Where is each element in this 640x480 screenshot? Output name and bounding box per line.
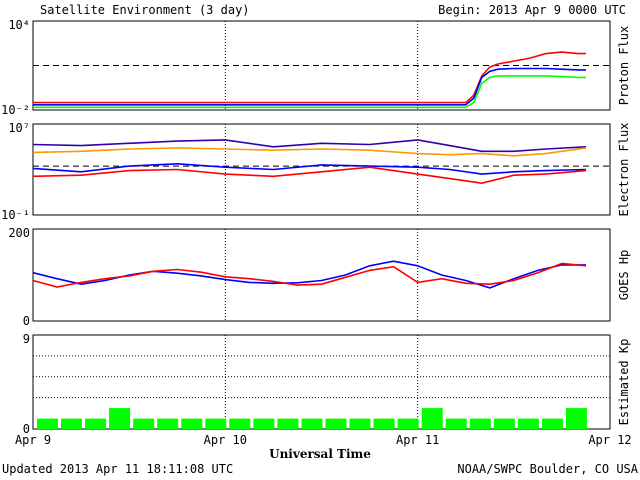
y-tick-label: 10⁷ bbox=[8, 121, 30, 135]
y-tick-label: 200 bbox=[8, 226, 30, 240]
y-axis-label: Electron Flux bbox=[617, 123, 631, 217]
kp-bar bbox=[61, 418, 82, 429]
kp-bar bbox=[157, 418, 179, 429]
kp-bar bbox=[373, 418, 395, 429]
series-line-red bbox=[32, 166, 587, 185]
y-axis-label: Estimated Kp bbox=[617, 339, 631, 426]
x-tick-label: Apr 10 bbox=[204, 433, 247, 447]
y-tick-label: 10⁴ bbox=[8, 18, 30, 32]
kp-bar bbox=[85, 418, 107, 429]
x-tick-label: Apr 9 bbox=[15, 433, 51, 447]
series-line-red bbox=[32, 262, 587, 288]
kp-bar bbox=[301, 418, 323, 429]
series-line-blue bbox=[32, 162, 587, 175]
y-tick-label: 0 bbox=[23, 422, 30, 436]
kp-bar bbox=[565, 408, 587, 429]
y-tick-label: 0 bbox=[23, 314, 30, 328]
series-line-green bbox=[33, 75, 586, 109]
kp-bar bbox=[349, 418, 371, 429]
x-axis-label: Universal Time bbox=[269, 447, 371, 461]
begin-time: Begin: 2013 Apr 9 0000 UTC bbox=[438, 3, 626, 17]
panel-frame-goes_hp bbox=[32, 228, 611, 322]
kp-bar bbox=[493, 418, 515, 429]
y-axis-label: Proton Flux bbox=[617, 26, 631, 105]
kp-bar bbox=[325, 418, 347, 429]
kp-bar bbox=[37, 418, 58, 429]
kp-bar bbox=[109, 408, 131, 429]
updated-timestamp: Updated 2013 Apr 11 18:11:08 UTC bbox=[2, 462, 233, 476]
x-tick-label: Apr 12 bbox=[588, 433, 631, 447]
plot-title: Satellite Environment (3 day) bbox=[40, 3, 250, 17]
kp-bar bbox=[181, 418, 203, 429]
kp-bar bbox=[517, 418, 539, 429]
x-tick-label: Apr 11 bbox=[396, 433, 439, 447]
kp-bar bbox=[469, 418, 491, 429]
kp-bar bbox=[205, 418, 227, 429]
kp-bar bbox=[397, 418, 419, 429]
kp-bar bbox=[541, 418, 563, 429]
series-line-purple bbox=[32, 139, 587, 153]
kp-bar bbox=[133, 418, 155, 429]
y-tick-label: 9 bbox=[23, 332, 30, 346]
y-axis-label: GOES Hp bbox=[617, 250, 631, 301]
kp-bar bbox=[421, 408, 443, 429]
y-tick-label: 10⁻¹ bbox=[1, 208, 30, 222]
kp-bar bbox=[277, 418, 299, 429]
kp-bar bbox=[229, 418, 251, 429]
kp-bar bbox=[445, 418, 467, 429]
kp-bar bbox=[253, 418, 275, 429]
series-line-blue bbox=[33, 67, 586, 106]
series-line-orange bbox=[32, 147, 587, 157]
credit-line: NOAA/SWPC Boulder, CO USA bbox=[457, 462, 638, 476]
y-tick-label: 10⁻² bbox=[1, 103, 30, 117]
series-line-red bbox=[33, 51, 586, 104]
panel-frame-electron_flux bbox=[32, 123, 611, 216]
